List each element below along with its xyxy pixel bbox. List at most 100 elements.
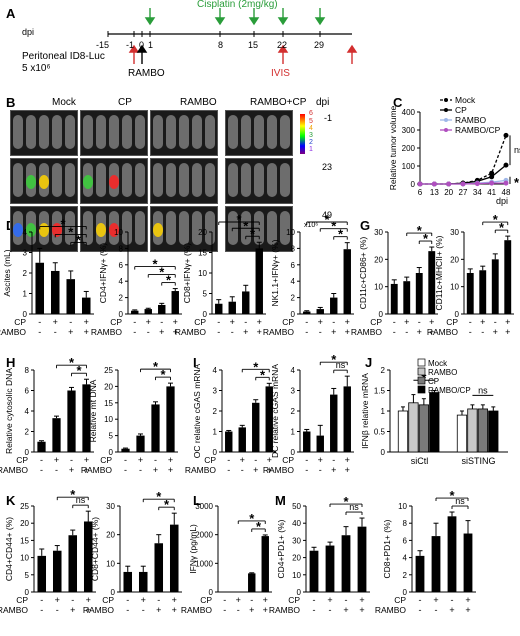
treatment-sign: - bbox=[332, 317, 335, 327]
bar bbox=[428, 251, 436, 314]
bar bbox=[415, 555, 425, 592]
treatment-sign: + bbox=[263, 605, 268, 615]
significance-marker: * bbox=[514, 175, 520, 190]
legend-marker bbox=[444, 108, 448, 112]
bar bbox=[238, 427, 246, 452]
mouse bbox=[192, 211, 202, 245]
data-point bbox=[503, 180, 509, 186]
timeline-tick-label: -15 bbox=[96, 40, 110, 50]
bar bbox=[66, 279, 76, 314]
mouse bbox=[254, 115, 264, 149]
bar bbox=[418, 404, 429, 453]
mouse bbox=[65, 211, 75, 245]
significance-marker: * bbox=[331, 352, 337, 367]
luminescence-signal bbox=[109, 223, 119, 237]
y-tick-label: 0 bbox=[25, 448, 30, 457]
bar bbox=[35, 262, 45, 314]
treatment-sign: + bbox=[253, 465, 258, 475]
treatment-sign: + bbox=[54, 455, 59, 465]
bar bbox=[415, 273, 423, 314]
y-tick-label: 30 bbox=[292, 536, 301, 545]
mouse bbox=[83, 115, 93, 149]
scale-tick: 1 bbox=[309, 146, 313, 153]
ivis-image bbox=[150, 206, 218, 252]
y-tick-label: 2 bbox=[403, 571, 408, 580]
mouse bbox=[179, 163, 189, 197]
y-tick-label: 10 bbox=[398, 502, 407, 511]
treatment-sign: - bbox=[345, 595, 348, 605]
luminescence-signal bbox=[39, 223, 49, 237]
rambo-row-label: RAMBO bbox=[175, 327, 207, 337]
mouse bbox=[205, 163, 215, 197]
rambo-row-label: RAMBO bbox=[263, 465, 295, 475]
treatment-sign: + bbox=[449, 605, 454, 615]
bar bbox=[52, 550, 62, 592]
y-tick-label: 0 bbox=[23, 310, 28, 319]
bar bbox=[83, 521, 93, 592]
bar bbox=[82, 384, 91, 452]
cp-row-label: CP bbox=[194, 317, 206, 327]
bar bbox=[479, 270, 487, 314]
y-axis-label: IFNβ relative mRNA bbox=[360, 373, 370, 449]
y-tick-label: 2 bbox=[291, 294, 296, 303]
x-tick-label: 34 bbox=[473, 188, 482, 197]
significance-marker: * bbox=[260, 367, 266, 382]
treatment-sign: + bbox=[465, 605, 470, 615]
significance-marker: * bbox=[69, 355, 75, 370]
rambo-label: RAMBO bbox=[128, 68, 165, 79]
treatment-sign: - bbox=[494, 317, 497, 327]
rambo-row-label: RAMBO bbox=[81, 465, 113, 475]
bar bbox=[330, 394, 338, 452]
data-point bbox=[503, 162, 509, 168]
bar bbox=[447, 516, 457, 592]
bar bbox=[463, 533, 473, 592]
y-tick-label: 2000 bbox=[195, 531, 213, 540]
mouse bbox=[96, 163, 106, 197]
bar bbox=[330, 297, 338, 314]
bar bbox=[131, 310, 139, 314]
timeline-tick-label: 1 bbox=[148, 40, 154, 50]
mouse bbox=[280, 115, 290, 149]
y-tick-label: 8 bbox=[25, 366, 30, 375]
treatment-sign: + bbox=[343, 605, 348, 615]
mouse bbox=[65, 163, 75, 197]
bar bbox=[225, 431, 233, 452]
significance-marker: * bbox=[153, 359, 159, 374]
treatment-sign: - bbox=[38, 327, 41, 337]
panel-letter-j: J bbox=[365, 355, 373, 370]
mouse bbox=[267, 163, 277, 197]
y-tick-label: 10 bbox=[450, 283, 459, 292]
panel-letter-h: H bbox=[6, 355, 16, 370]
significance-marker: * bbox=[324, 212, 330, 227]
significance-marker: * bbox=[253, 359, 259, 374]
y-tick-label: 300 bbox=[402, 126, 416, 135]
row-dpi-label: 49 bbox=[322, 210, 333, 220]
y-tick-label: 1 bbox=[213, 428, 218, 437]
ivis-image bbox=[80, 110, 148, 156]
bar bbox=[488, 410, 499, 453]
y-tick-label: 20 bbox=[104, 382, 113, 391]
treatment-sign: - bbox=[54, 327, 57, 337]
treatment-sign: - bbox=[313, 595, 316, 605]
x-tick-label: 27 bbox=[459, 188, 468, 197]
y-tick-label: 1.5 bbox=[374, 387, 386, 396]
panel-letter-g: G bbox=[360, 218, 371, 233]
treatment-sign: - bbox=[319, 465, 322, 475]
bar bbox=[169, 524, 179, 592]
significance-marker: * bbox=[60, 216, 66, 231]
rambo-row-label: RAMBO bbox=[375, 605, 407, 615]
treatment-sign: - bbox=[139, 465, 142, 475]
panel-letter-a: A bbox=[6, 6, 16, 21]
significance-marker: * bbox=[236, 212, 242, 227]
y-axis-label: CD4+PD1+ (%) bbox=[276, 519, 286, 578]
treatment-sign: + bbox=[153, 465, 158, 475]
bar bbox=[37, 555, 47, 592]
cp-row-label: CP bbox=[100, 455, 112, 465]
treatment-sign: - bbox=[418, 317, 421, 327]
x-tick-label: 13 bbox=[430, 188, 439, 197]
mouse bbox=[83, 211, 93, 245]
treatment-sign: + bbox=[138, 455, 143, 465]
y-tick-label: 200 bbox=[402, 144, 416, 153]
cp-row-label: CP bbox=[16, 455, 28, 465]
y-tick-label: 400 bbox=[402, 108, 416, 117]
